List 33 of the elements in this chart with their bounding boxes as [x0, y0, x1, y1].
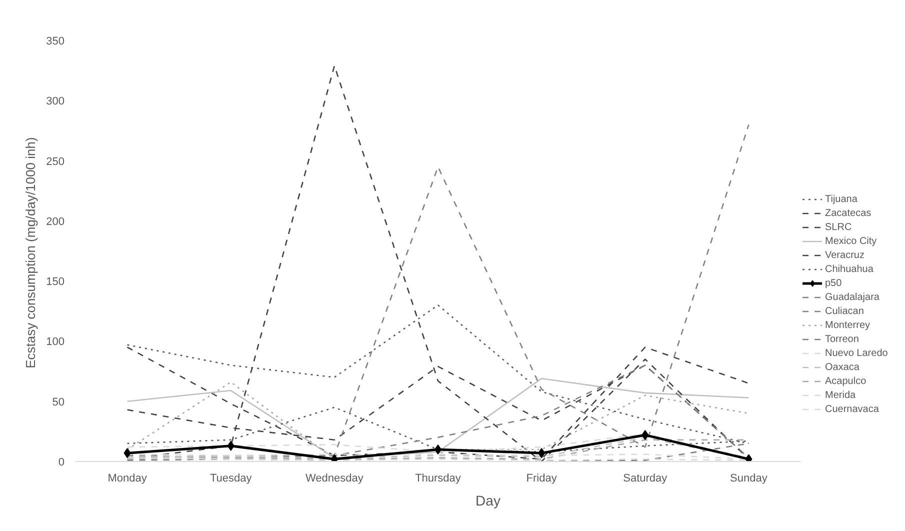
- y-axis-title: Ecstasy consumption (mg/day/1000 inh): [23, 137, 38, 368]
- legend-label: p50: [825, 276, 843, 290]
- x-tick-label: Tuesday: [210, 472, 252, 484]
- legend-label: Monterrey: [825, 318, 870, 332]
- y-tick-label: 200: [46, 216, 65, 228]
- y-tick-label: 100: [46, 336, 65, 348]
- legend-label: Chihuahua: [825, 262, 874, 276]
- y-tick-label: 50: [52, 396, 65, 408]
- legend-label: Zacatecas: [825, 206, 872, 220]
- legend-label: Culiacan: [825, 304, 864, 318]
- legend-label: Cuernavaca: [825, 402, 879, 416]
- y-tick-label: 0: [58, 456, 65, 468]
- x-tick-label: Wednesday: [305, 472, 364, 484]
- y-tick-label: 250: [46, 156, 65, 168]
- legend-label: Torreon: [825, 332, 859, 346]
- x-tick-label: Monday: [108, 472, 148, 484]
- legend-label: SLRC: [825, 220, 852, 234]
- legend-label: Tijuana: [825, 192, 858, 206]
- legend-label: Guadalajara: [825, 290, 880, 304]
- y-tick-label: 150: [46, 276, 65, 288]
- x-axis-title: Day: [476, 492, 500, 508]
- legend-label: Nuevo Laredo: [825, 346, 888, 360]
- legend-label: Merida: [825, 388, 856, 402]
- x-tick-label: Sunday: [730, 472, 768, 484]
- x-tick-label: Saturday: [623, 472, 668, 484]
- x-tick-label: Friday: [526, 472, 558, 484]
- y-tick-label: 300: [46, 96, 65, 108]
- legend-label: Oaxaca: [825, 360, 860, 374]
- y-tick-label: 350: [46, 36, 65, 48]
- legend-label: Veracruz: [825, 248, 864, 262]
- x-tick-label: Thursday: [415, 472, 462, 484]
- legend-label: Mexico City: [825, 234, 877, 248]
- legend-label: Acapulco: [825, 374, 866, 388]
